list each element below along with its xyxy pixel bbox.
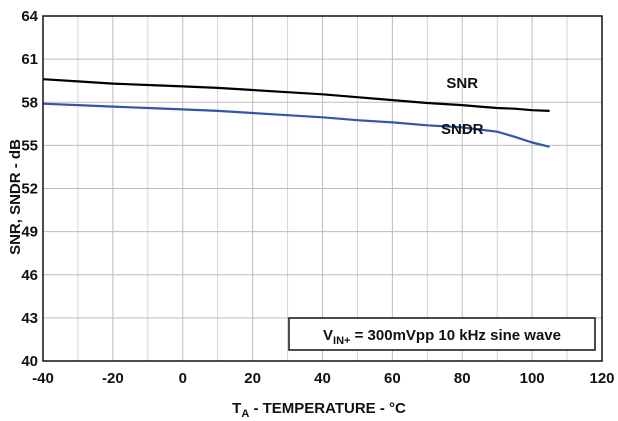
x-tick-label: 20 (244, 370, 261, 387)
x-tick-label: 80 (454, 370, 471, 387)
x-tick-label: 40 (314, 370, 331, 387)
y-tick-label: 61 (21, 51, 38, 68)
x-tick-label: 120 (589, 370, 614, 387)
series-label-snr: SNR (446, 75, 478, 92)
y-tick-label: 64 (21, 8, 38, 25)
y-axis-title: SNR, SNDR - dB (7, 139, 24, 255)
y-tick-label: 43 (21, 310, 38, 327)
y-tick-label: 40 (21, 353, 38, 370)
y-tick-label: 46 (21, 267, 38, 284)
grid (43, 16, 602, 361)
y-tick-label: 58 (21, 94, 38, 111)
x-tick-label: -40 (32, 370, 54, 387)
x-tick-label: 100 (520, 370, 545, 387)
annotation-box: VIN+ = 300mVpp 10 kHz sine wave (289, 318, 595, 350)
annotation-rest: = 300mVpp 10 kHz sine wave (350, 327, 561, 344)
x-axis-title-rest: - TEMPERATURE - °C (249, 400, 406, 417)
series-label-sndr: SNDR (441, 121, 484, 138)
x-axis-title-sub: A (241, 408, 249, 420)
x-tick-label: 60 (384, 370, 401, 387)
x-tick-label: 0 (179, 370, 187, 387)
annotation-sub: IN+ (333, 335, 350, 347)
x-tick-label: -20 (102, 370, 124, 387)
x-axis-title-main: T (232, 400, 241, 417)
annotation-main: V (323, 327, 333, 344)
x-axis-title: TA - TEMPERATURE - °C (232, 400, 406, 420)
x-axis-ticks: -40 -20 0 20 40 60 80 100 120 (32, 370, 614, 387)
